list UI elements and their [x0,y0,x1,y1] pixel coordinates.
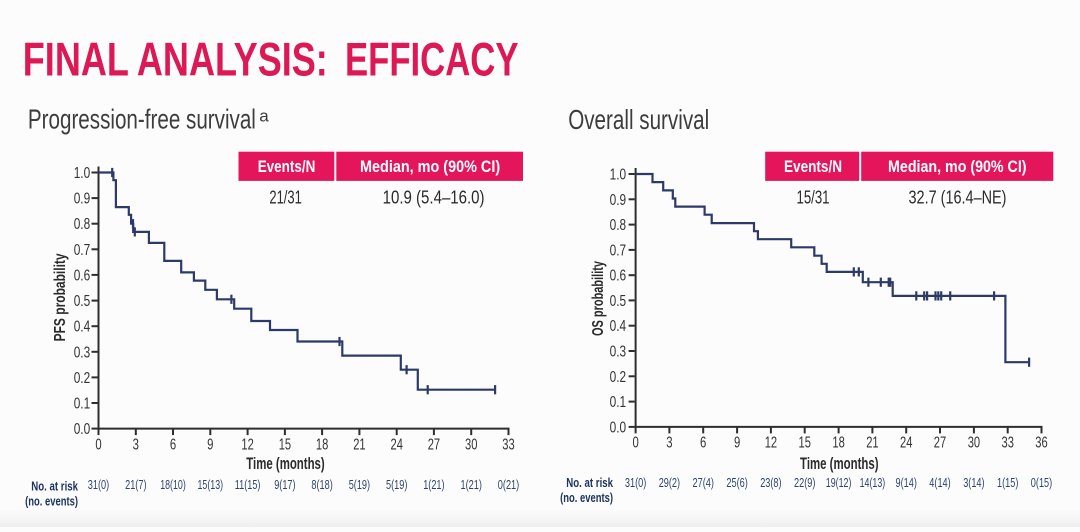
svg-text:15: 15 [799,435,811,452]
svg-text:0.7: 0.7 [74,242,91,259]
svg-text:18(10): 18(10) [160,478,186,492]
svg-text:24: 24 [391,436,403,453]
svg-text:1(21): 1(21) [423,478,444,492]
svg-text:9(17): 9(17) [274,478,295,492]
svg-text:0.4: 0.4 [610,318,627,335]
svg-text:22(9): 22(9) [794,476,815,490]
svg-text:Median, mo (90% CI): Median, mo (90% CI) [360,157,500,176]
svg-text:21: 21 [353,436,365,453]
svg-text:23(8): 23(8) [760,476,781,490]
svg-text:24: 24 [900,435,912,452]
svg-text:27: 27 [428,436,440,453]
svg-text:0.5: 0.5 [74,293,91,310]
svg-text:3: 3 [666,435,672,452]
svg-text:33: 33 [1002,435,1014,452]
svg-text:PFS probability: PFS probability [52,253,69,341]
svg-text:(no. events): (no. events) [25,495,78,509]
svg-text:0(15): 0(15) [1031,476,1052,490]
svg-text:21/31: 21/31 [269,186,302,207]
svg-text:11(15): 11(15) [235,478,261,492]
svg-text:0.4: 0.4 [74,319,91,336]
svg-text:0: 0 [632,435,638,452]
svg-text:a: a [259,106,269,125]
svg-text:0.6: 0.6 [610,268,627,285]
svg-text:12: 12 [241,436,253,453]
svg-text:0.1: 0.1 [74,396,91,413]
svg-text:OS probability: OS probability [590,261,607,336]
svg-text:0.9: 0.9 [610,192,627,209]
svg-text:5(19): 5(19) [386,478,407,492]
svg-text:1.0: 1.0 [74,165,91,182]
svg-text:9(14): 9(14) [896,476,917,490]
svg-text:EFFICACY: EFFICACY [345,34,519,87]
svg-text:0: 0 [95,436,101,453]
svg-text:30: 30 [465,436,477,453]
svg-text:Events/N: Events/N [258,157,316,176]
svg-text:25(6): 25(6) [726,476,747,490]
svg-text:0.8: 0.8 [610,217,627,234]
svg-text:Median, mo (90% CI): Median, mo (90% CI) [888,157,1027,176]
svg-text:5(19): 5(19) [349,478,370,492]
svg-text:18: 18 [832,435,844,452]
svg-text:FINAL ANALYSIS:: FINAL ANALYSIS: [23,34,328,87]
svg-text:0.1: 0.1 [610,394,627,411]
svg-text:31(0): 31(0) [625,476,646,490]
svg-text:1(21): 1(21) [461,478,482,492]
svg-text:9: 9 [207,436,213,453]
svg-text:10.9 (5.4–16.0): 10.9 (5.4–16.0) [383,186,485,207]
svg-text:27(4): 27(4) [693,476,714,490]
svg-text:12: 12 [765,435,777,452]
svg-text:14(13): 14(13) [860,476,886,490]
svg-text:30: 30 [968,435,980,452]
svg-text:6: 6 [170,436,176,453]
svg-text:0.0: 0.0 [610,419,627,436]
svg-text:Time (months): Time (months) [800,454,879,473]
svg-text:1(15): 1(15) [997,476,1018,490]
svg-text:0.2: 0.2 [74,370,91,387]
svg-text:31(0): 31(0) [88,478,109,492]
svg-text:21: 21 [866,435,878,452]
svg-text:0.7: 0.7 [610,242,627,259]
svg-text:33: 33 [502,436,514,453]
svg-text:19(12): 19(12) [826,476,852,490]
svg-text:0.3: 0.3 [610,344,627,361]
svg-text:0.8: 0.8 [74,216,91,233]
svg-text:0.6: 0.6 [74,267,91,284]
svg-text:(no. events): (no. events) [560,491,613,505]
svg-text:9: 9 [734,435,740,452]
svg-text:0.5: 0.5 [610,293,627,310]
svg-text:0.3: 0.3 [74,344,91,361]
svg-text:32.7 (16.4–NE): 32.7 (16.4–NE) [909,186,1007,207]
svg-text:15: 15 [279,436,291,453]
svg-text:Events/N: Events/N [784,157,842,176]
svg-text:29(2): 29(2) [659,476,680,490]
svg-text:No. at risk: No. at risk [566,476,613,490]
svg-text:3(14): 3(14) [963,476,984,490]
svg-text:Overall survival: Overall survival [568,104,709,135]
svg-text:21(7): 21(7) [125,478,146,492]
svg-text:Time (months): Time (months) [246,454,324,473]
svg-text:No. at risk: No. at risk [31,480,78,494]
svg-text:0.0: 0.0 [74,421,91,438]
svg-text:36: 36 [1035,435,1047,452]
svg-text:15/31: 15/31 [797,186,830,207]
svg-text:0(21): 0(21) [498,478,519,492]
svg-text:3: 3 [133,436,139,453]
svg-text:8(18): 8(18) [311,478,332,492]
svg-text:1.0: 1.0 [610,167,627,184]
svg-text:4(14): 4(14) [929,476,950,490]
svg-text:27: 27 [934,435,946,452]
svg-text:15(13): 15(13) [198,478,224,492]
svg-text:18: 18 [316,436,328,453]
svg-text:6: 6 [700,435,706,452]
svg-text:Progression-free survival: Progression-free survival [28,104,256,135]
svg-text:0.2: 0.2 [610,369,627,386]
svg-text:0.9: 0.9 [74,191,91,208]
